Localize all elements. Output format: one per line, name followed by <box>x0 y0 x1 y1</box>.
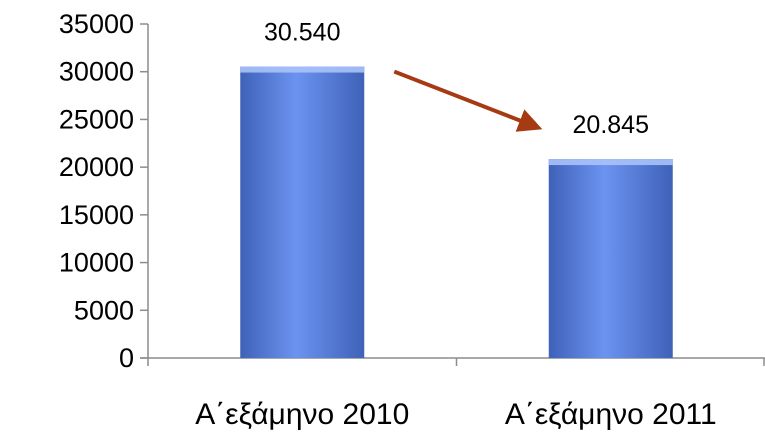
y-tick-label: 15000 <box>59 200 134 230</box>
bar-top-highlight <box>240 66 365 73</box>
bar <box>548 159 673 358</box>
data-label: 20.845 <box>573 111 649 139</box>
y-tick-label: 20000 <box>59 152 134 182</box>
category-label: Α΄εξάμηνο 2011 <box>505 398 717 431</box>
decrease-arrow <box>393 69 543 132</box>
labels: 0 5000 10000 15000 20000 25000 30000 35000 30.54… <box>59 9 717 431</box>
annotations <box>393 69 543 132</box>
category-label: Α΄εξάμηνο 2010 <box>195 398 409 431</box>
data-label: 30.540 <box>264 19 340 47</box>
bar-top-highlight <box>548 159 673 166</box>
y-tick-label: 5000 <box>74 295 134 325</box>
y-tick-label: 30000 <box>59 57 134 87</box>
y-tick-label: 10000 <box>59 248 134 278</box>
bars <box>240 66 673 358</box>
bar <box>240 66 365 358</box>
y-tick-label: 25000 <box>59 104 134 134</box>
y-tick-label: 35000 <box>59 9 134 39</box>
y-tick-label: 0 <box>119 343 134 373</box>
